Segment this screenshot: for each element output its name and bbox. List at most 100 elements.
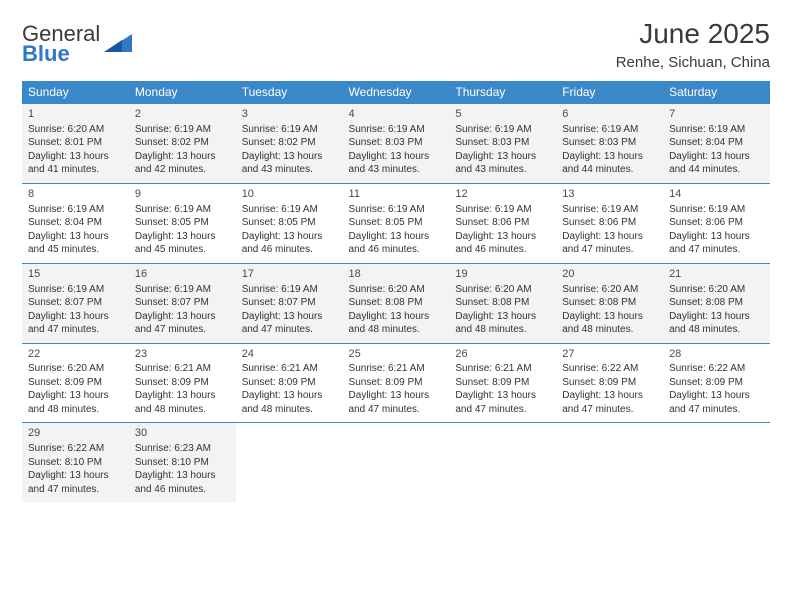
- day-cell: 20Sunrise: 6:20 AMSunset: 8:08 PMDayligh…: [556, 263, 663, 343]
- day-cell: [449, 423, 556, 502]
- weekday-header: SundayMondayTuesdayWednesdayThursdayFrid…: [22, 81, 770, 104]
- sunset-line: Sunset: 8:06 PM: [669, 216, 764, 230]
- day-number: 6: [562, 107, 657, 122]
- day-number: 18: [349, 267, 444, 282]
- day-cell: [663, 423, 770, 502]
- day-cell: 15Sunrise: 6:19 AMSunset: 8:07 PMDayligh…: [22, 263, 129, 343]
- day-cell: 1Sunrise: 6:20 AMSunset: 8:01 PMDaylight…: [22, 104, 129, 184]
- day-number: 9: [135, 187, 230, 202]
- day-number: 23: [135, 347, 230, 362]
- day-number: 10: [242, 187, 337, 202]
- week-row: 15Sunrise: 6:19 AMSunset: 8:07 PMDayligh…: [22, 263, 770, 343]
- daylight-line: Daylight: 13 hours and 48 minutes.: [562, 310, 657, 337]
- day-cell: 22Sunrise: 6:20 AMSunset: 8:09 PMDayligh…: [22, 343, 129, 423]
- day-number: 17: [242, 267, 337, 282]
- day-cell: 11Sunrise: 6:19 AMSunset: 8:05 PMDayligh…: [343, 183, 450, 263]
- daylight-line: Daylight: 13 hours and 47 minutes.: [669, 389, 764, 416]
- logo-triangle-icon: [104, 34, 132, 54]
- daylight-line: Daylight: 13 hours and 43 minutes.: [349, 150, 444, 177]
- day-number: 21: [669, 267, 764, 282]
- sunrise-line: Sunrise: 6:20 AM: [669, 283, 764, 297]
- day-number: 27: [562, 347, 657, 362]
- day-cell: 7Sunrise: 6:19 AMSunset: 8:04 PMDaylight…: [663, 104, 770, 184]
- sunset-line: Sunset: 8:09 PM: [28, 376, 123, 390]
- day-cell: [343, 423, 450, 502]
- sunrise-line: Sunrise: 6:19 AM: [28, 283, 123, 297]
- sunrise-line: Sunrise: 6:20 AM: [28, 123, 123, 137]
- sunset-line: Sunset: 8:09 PM: [562, 376, 657, 390]
- title-block: June 2025 Renhe, Sichuan, China: [616, 18, 770, 71]
- sunrise-line: Sunrise: 6:19 AM: [349, 203, 444, 217]
- sunset-line: Sunset: 8:09 PM: [455, 376, 550, 390]
- daylight-line: Daylight: 13 hours and 48 minutes.: [455, 310, 550, 337]
- day-number: 7: [669, 107, 764, 122]
- day-cell: [556, 423, 663, 502]
- day-number: 5: [455, 107, 550, 122]
- sunrise-line: Sunrise: 6:19 AM: [562, 203, 657, 217]
- sunrise-line: Sunrise: 6:21 AM: [455, 362, 550, 376]
- day-cell: 2Sunrise: 6:19 AMSunset: 8:02 PMDaylight…: [129, 104, 236, 184]
- daylight-line: Daylight: 13 hours and 42 minutes.: [135, 150, 230, 177]
- day-cell: 26Sunrise: 6:21 AMSunset: 8:09 PMDayligh…: [449, 343, 556, 423]
- daylight-line: Daylight: 13 hours and 45 minutes.: [135, 230, 230, 257]
- daylight-line: Daylight: 13 hours and 47 minutes.: [562, 230, 657, 257]
- day-cell: 5Sunrise: 6:19 AMSunset: 8:03 PMDaylight…: [449, 104, 556, 184]
- sunrise-line: Sunrise: 6:19 AM: [349, 123, 444, 137]
- day-cell: 14Sunrise: 6:19 AMSunset: 8:06 PMDayligh…: [663, 183, 770, 263]
- daylight-line: Daylight: 13 hours and 48 minutes.: [28, 389, 123, 416]
- day-cell: 27Sunrise: 6:22 AMSunset: 8:09 PMDayligh…: [556, 343, 663, 423]
- day-cell: 29Sunrise: 6:22 AMSunset: 8:10 PMDayligh…: [22, 423, 129, 502]
- logo-word-2: Blue: [22, 41, 70, 66]
- weekday-header-cell: Wednesday: [343, 81, 450, 104]
- daylight-line: Daylight: 13 hours and 43 minutes.: [242, 150, 337, 177]
- sunrise-line: Sunrise: 6:19 AM: [562, 123, 657, 137]
- day-number: 11: [349, 187, 444, 202]
- day-cell: 28Sunrise: 6:22 AMSunset: 8:09 PMDayligh…: [663, 343, 770, 423]
- day-number: 1: [28, 107, 123, 122]
- day-cell: 21Sunrise: 6:20 AMSunset: 8:08 PMDayligh…: [663, 263, 770, 343]
- day-number: 25: [349, 347, 444, 362]
- sunrise-line: Sunrise: 6:22 AM: [562, 362, 657, 376]
- daylight-line: Daylight: 13 hours and 47 minutes.: [28, 469, 123, 496]
- sunrise-line: Sunrise: 6:19 AM: [242, 123, 337, 137]
- daylight-line: Daylight: 13 hours and 47 minutes.: [562, 389, 657, 416]
- sunset-line: Sunset: 8:09 PM: [135, 376, 230, 390]
- page-title: June 2025: [616, 18, 770, 50]
- calendar-table: SundayMondayTuesdayWednesdayThursdayFrid…: [22, 81, 770, 502]
- daylight-line: Daylight: 13 hours and 41 minutes.: [28, 150, 123, 177]
- sunset-line: Sunset: 8:10 PM: [135, 456, 230, 470]
- day-number: 16: [135, 267, 230, 282]
- sunrise-line: Sunrise: 6:19 AM: [242, 203, 337, 217]
- daylight-line: Daylight: 13 hours and 46 minutes.: [349, 230, 444, 257]
- sunrise-line: Sunrise: 6:22 AM: [669, 362, 764, 376]
- day-cell: [236, 423, 343, 502]
- sunset-line: Sunset: 8:09 PM: [242, 376, 337, 390]
- day-cell: 12Sunrise: 6:19 AMSunset: 8:06 PMDayligh…: [449, 183, 556, 263]
- sunrise-line: Sunrise: 6:20 AM: [455, 283, 550, 297]
- day-cell: 25Sunrise: 6:21 AMSunset: 8:09 PMDayligh…: [343, 343, 450, 423]
- day-number: 3: [242, 107, 337, 122]
- day-cell: 23Sunrise: 6:21 AMSunset: 8:09 PMDayligh…: [129, 343, 236, 423]
- sunset-line: Sunset: 8:06 PM: [562, 216, 657, 230]
- day-cell: 19Sunrise: 6:20 AMSunset: 8:08 PMDayligh…: [449, 263, 556, 343]
- day-number: 8: [28, 187, 123, 202]
- daylight-line: Daylight: 13 hours and 48 minutes.: [669, 310, 764, 337]
- weekday-header-cell: Monday: [129, 81, 236, 104]
- sunset-line: Sunset: 8:07 PM: [28, 296, 123, 310]
- daylight-line: Daylight: 13 hours and 47 minutes.: [455, 389, 550, 416]
- location: Renhe, Sichuan, China: [616, 54, 770, 71]
- day-cell: 18Sunrise: 6:20 AMSunset: 8:08 PMDayligh…: [343, 263, 450, 343]
- sunrise-line: Sunrise: 6:23 AM: [135, 442, 230, 456]
- logo: General Blue: [22, 24, 132, 64]
- header: General Blue June 2025 Renhe, Sichuan, C…: [22, 18, 770, 71]
- day-number: 4: [349, 107, 444, 122]
- sunset-line: Sunset: 8:03 PM: [349, 136, 444, 150]
- sunrise-line: Sunrise: 6:19 AM: [135, 203, 230, 217]
- day-number: 2: [135, 107, 230, 122]
- sunset-line: Sunset: 8:04 PM: [669, 136, 764, 150]
- day-number: 12: [455, 187, 550, 202]
- daylight-line: Daylight: 13 hours and 47 minutes.: [28, 310, 123, 337]
- sunrise-line: Sunrise: 6:19 AM: [455, 203, 550, 217]
- sunset-line: Sunset: 8:07 PM: [242, 296, 337, 310]
- day-number: 14: [669, 187, 764, 202]
